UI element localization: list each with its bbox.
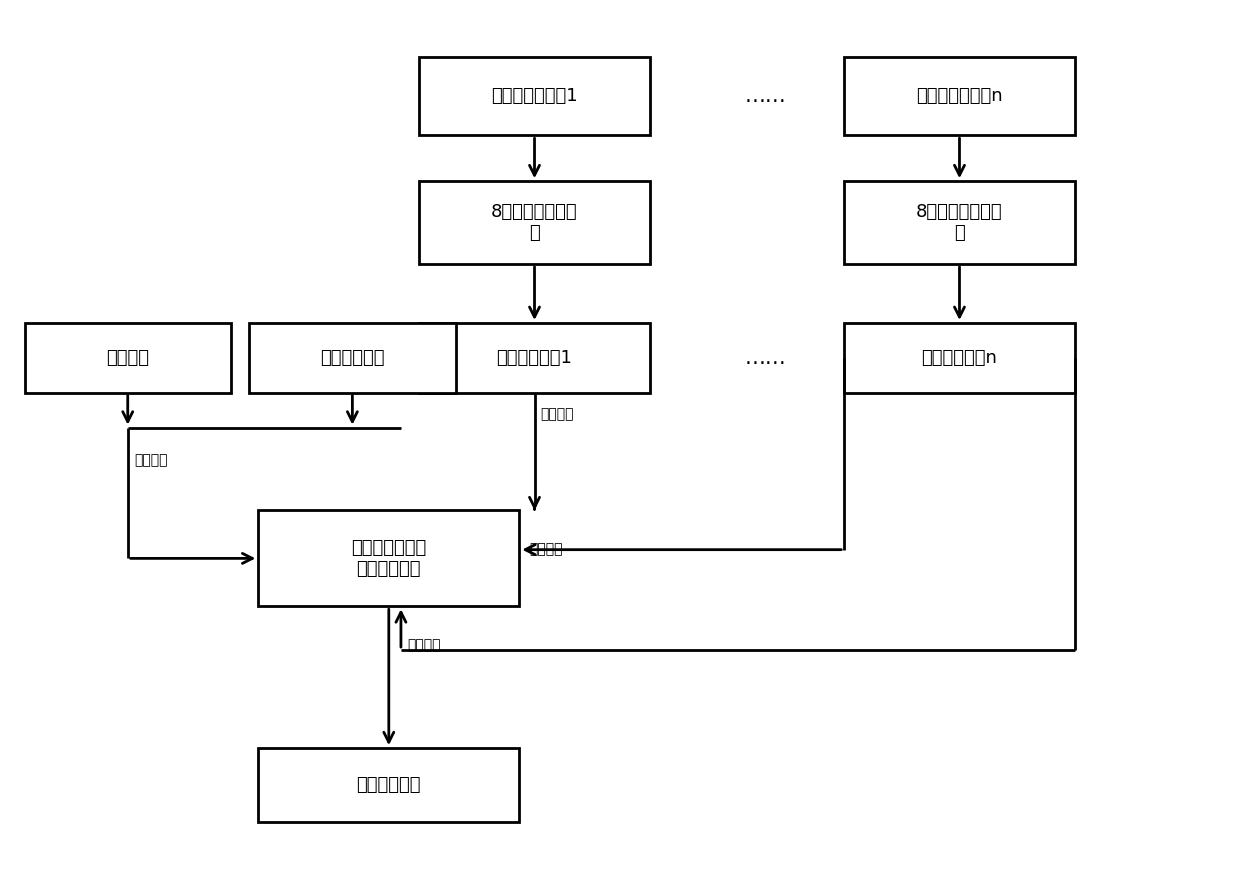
Text: 其它测量参数: 其它测量参数	[320, 349, 384, 367]
Text: 故障数据: 故障数据	[540, 408, 574, 422]
Text: 热电偶原始数据n: 热电偶原始数据n	[916, 87, 1002, 105]
Bar	[258, 510, 519, 606]
Text: 8阶贝塞尔低通滤
波: 8阶贝塞尔低通滤 波	[916, 203, 1002, 242]
Bar	[844, 57, 1074, 135]
Bar	[844, 182, 1074, 264]
Text: 故障数据: 故障数据	[406, 639, 441, 652]
Bar	[419, 57, 649, 135]
Text: 四层神经网络: 四层神经网络	[357, 776, 421, 794]
Text: 反向传播训练四
层神经网络反: 反向传播训练四 层神经网络反	[351, 539, 426, 578]
Bar	[419, 323, 649, 392]
Bar	[844, 323, 1074, 392]
Text: 正常数据: 正常数据	[529, 543, 563, 556]
Text: 计算温度数据n: 计算温度数据n	[922, 349, 997, 367]
Text: 正常数据: 正常数据	[134, 453, 167, 467]
Text: 热电偶原始数据1: 热电偶原始数据1	[491, 87, 577, 105]
Bar	[419, 182, 649, 264]
Bar	[25, 323, 230, 392]
Text: ……: ……	[745, 86, 786, 106]
Text: ……: ……	[745, 348, 786, 368]
Text: 8阶贝塞尔低通滤
波: 8阶贝塞尔低通滤 波	[491, 203, 577, 242]
Bar	[258, 748, 519, 822]
Text: 控制参数: 控制参数	[107, 349, 149, 367]
Bar	[249, 323, 456, 392]
Text: 计算温度数据1: 计算温度数据1	[497, 349, 572, 367]
